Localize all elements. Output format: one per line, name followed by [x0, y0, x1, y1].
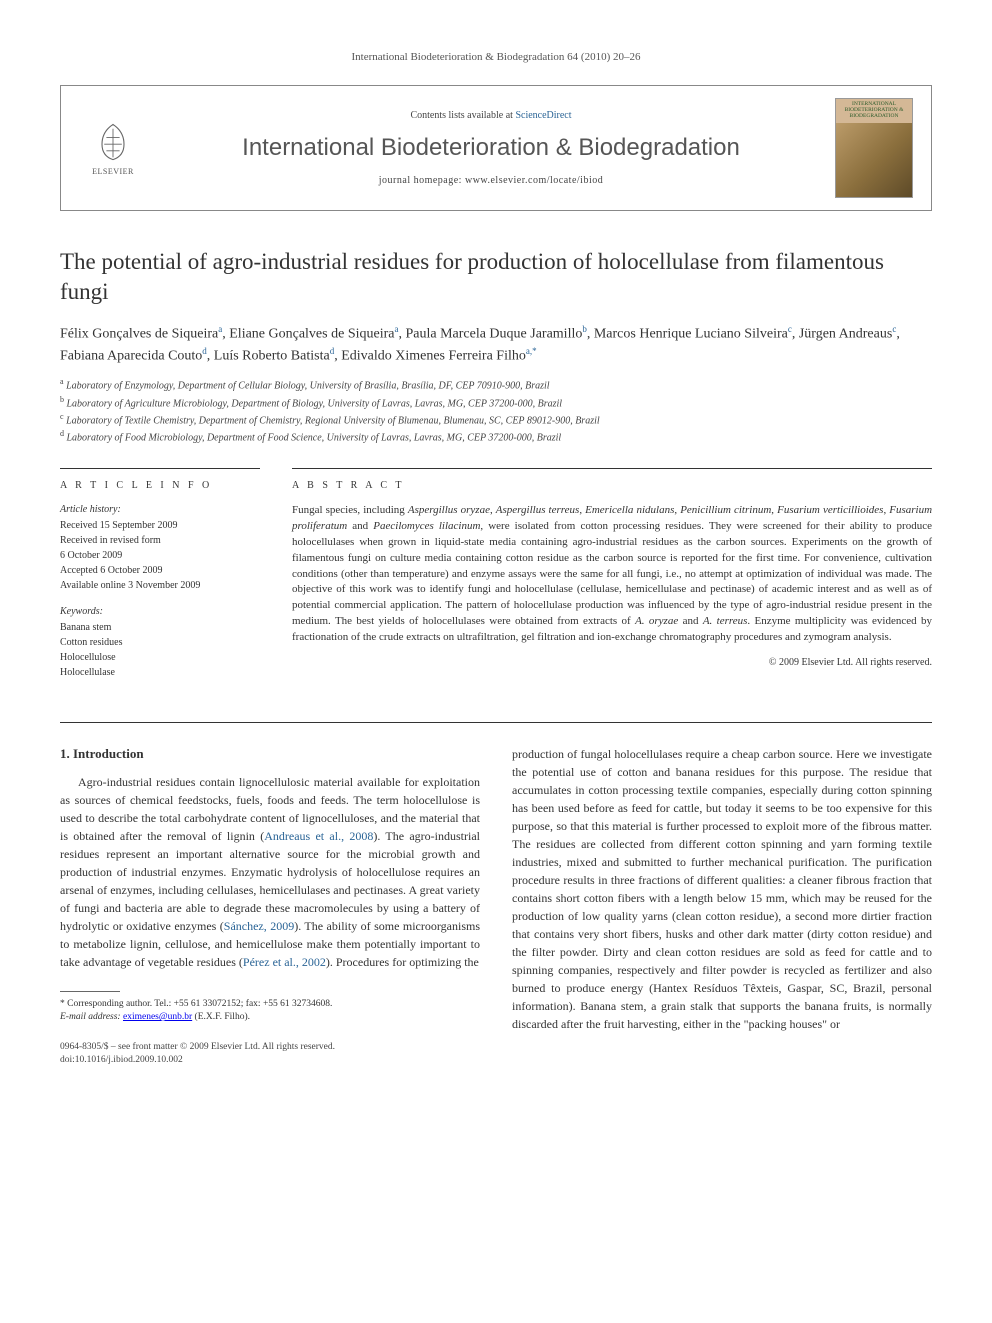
masthead: ELSEVIER Contents lists available at Sci… — [60, 85, 932, 211]
masthead-center: Contents lists available at ScienceDirec… — [163, 109, 819, 189]
journal-name: International Biodeterioration & Biodegr… — [163, 131, 819, 165]
keyword-line: Cotton residues — [60, 636, 260, 650]
keywords-label: Keywords: — [60, 605, 260, 619]
running-head: International Biodeterioration & Biodegr… — [60, 50, 932, 65]
body-column-right: production of fungal holocellulases requ… — [512, 745, 932, 1067]
contents-prefix: Contents lists available at — [410, 110, 515, 121]
body-column-left: 1. Introduction Agro-industrial residues… — [60, 745, 480, 1067]
abstract-copyright: © 2009 Elsevier Ltd. All rights reserved… — [292, 656, 932, 670]
keyword-line: Holocellulase — [60, 666, 260, 680]
cover-title-text: INTERNATIONAL BIODETERIORATION & BIODEGR… — [836, 101, 912, 119]
corresponding-author-footnote: * Corresponding author. Tel.: +55 61 330… — [60, 998, 480, 1025]
affiliation-line: b Laboratory of Agriculture Microbiology… — [60, 394, 932, 411]
article-info-heading: A R T I C L E I N F O — [60, 479, 260, 493]
page-footer: 0964-8305/$ – see front matter © 2009 El… — [60, 1041, 480, 1068]
email-owner: (E.X.F. Filho). — [195, 1012, 250, 1022]
email-line: E-mail address: eximenes@unb.br (E.X.F. … — [60, 1011, 480, 1024]
affiliation-line: d Laboratory of Food Microbiology, Depar… — [60, 428, 932, 445]
history-line: Accepted 6 October 2009 — [60, 564, 260, 578]
affiliation-line: c Laboratory of Textile Chemistry, Depar… — [60, 411, 932, 428]
history-line: Received 15 September 2009 — [60, 519, 260, 533]
corr-author-line: * Corresponding author. Tel.: +55 61 330… — [60, 998, 480, 1011]
article-history-block: Article history: Received 15 September 2… — [60, 503, 260, 593]
article-info: A R T I C L E I N F O Article history: R… — [60, 468, 260, 692]
affiliation-line: a Laboratory of Enzymology, Department o… — [60, 376, 932, 393]
keyword-line: Holocellulose — [60, 651, 260, 665]
sciencedirect-link[interactable]: ScienceDirect — [515, 110, 571, 121]
publisher-logo: ELSEVIER — [79, 111, 147, 185]
journal-cover-thumbnail: INTERNATIONAL BIODETERIORATION & BIODEGR… — [835, 98, 913, 198]
affiliations: a Laboratory of Enzymology, Department o… — [60, 376, 932, 445]
history-line: Available online 3 November 2009 — [60, 579, 260, 593]
article-title: The potential of agro-industrial residue… — [60, 247, 932, 307]
homepage-url: www.elsevier.com/locate/ibiod — [465, 175, 603, 186]
keyword-line: Banana stem — [60, 621, 260, 635]
homepage-line: journal homepage: www.elsevier.com/locat… — [163, 174, 819, 188]
history-line: 6 October 2009 — [60, 549, 260, 563]
authors-list: Félix Gonçalves de Siqueiraa, Eliane Gon… — [60, 323, 932, 366]
contents-line: Contents lists available at ScienceDirec… — [163, 109, 819, 123]
corr-email-link[interactable]: eximenes@unb.br — [123, 1012, 192, 1022]
page: International Biodeterioration & Biodegr… — [0, 0, 992, 1117]
footnote-separator — [60, 991, 120, 992]
introduction-heading: 1. Introduction — [60, 745, 480, 763]
body-paragraph: Agro-industrial residues contain lignoce… — [60, 773, 480, 971]
homepage-prefix: journal homepage: — [379, 175, 465, 186]
keywords-block: Keywords: Banana stemCotton residuesHolo… — [60, 605, 260, 680]
abstract-heading: A B S T R A C T — [292, 479, 932, 493]
info-abstract-row: A R T I C L E I N F O Article history: R… — [60, 468, 932, 692]
body-columns: 1. Introduction Agro-industrial residues… — [60, 745, 932, 1067]
email-label: E-mail address: — [60, 1012, 121, 1022]
section-divider — [60, 722, 932, 723]
abstract-text: Fungal species, including Aspergillus or… — [292, 503, 932, 646]
body-paragraph: production of fungal holocellulases requ… — [512, 745, 932, 1033]
elsevier-tree-icon — [91, 120, 135, 164]
history-label: Article history: — [60, 503, 260, 517]
doi-line: doi:10.1016/j.ibiod.2009.10.002 — [60, 1054, 480, 1067]
publisher-name: ELSEVIER — [92, 166, 134, 177]
front-matter-line: 0964-8305/$ – see front matter © 2009 El… — [60, 1041, 480, 1054]
history-line: Received in revised form — [60, 534, 260, 548]
abstract: A B S T R A C T Fungal species, includin… — [292, 468, 932, 692]
